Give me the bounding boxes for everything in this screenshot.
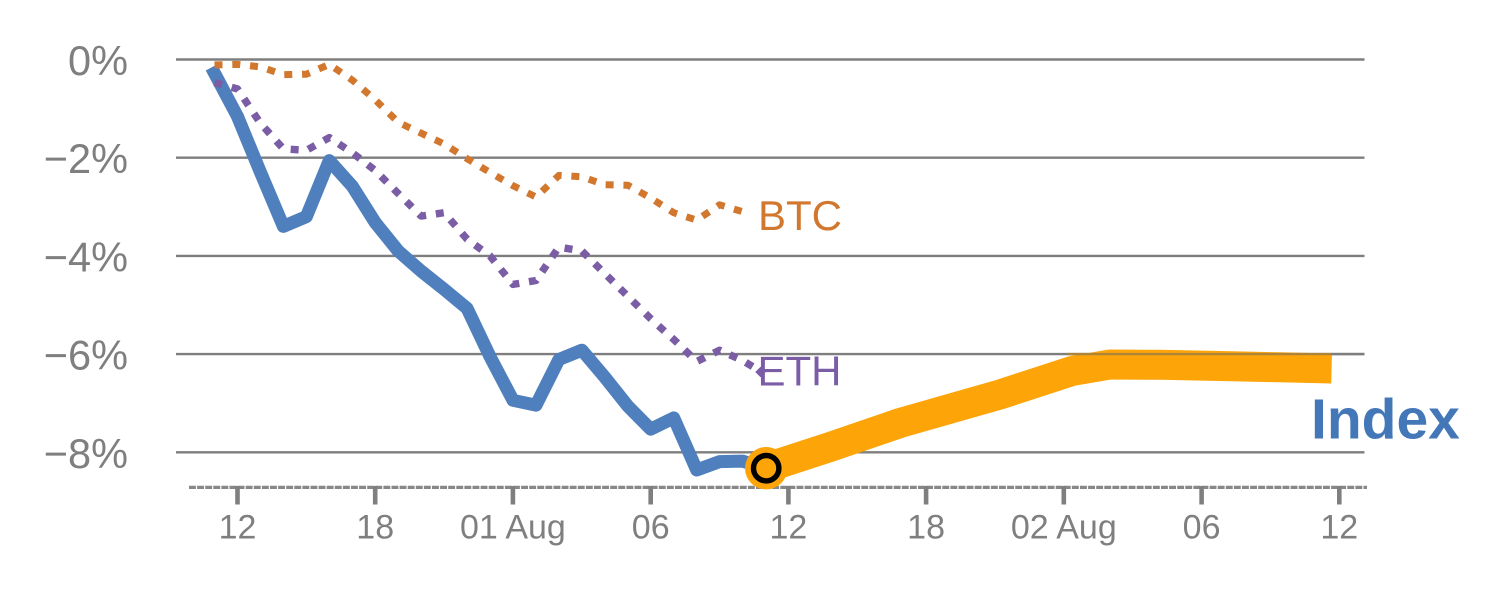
svg-text:18: 18 xyxy=(907,509,945,547)
svg-text:0%: 0% xyxy=(68,37,128,84)
svg-text:−8%: −8% xyxy=(44,430,128,477)
svg-text:01 Aug: 01 Aug xyxy=(460,509,566,547)
svg-text:02 Aug: 02 Aug xyxy=(1011,509,1117,547)
svg-text:12: 12 xyxy=(769,509,807,547)
svg-text:ETH: ETH xyxy=(758,348,842,395)
svg-text:−4%: −4% xyxy=(44,233,128,280)
svg-text:12: 12 xyxy=(219,509,257,547)
svg-text:Index: Index xyxy=(1311,387,1460,451)
svg-text:−2%: −2% xyxy=(44,135,128,182)
svg-text:12: 12 xyxy=(1320,509,1358,547)
svg-text:BTC: BTC xyxy=(758,192,842,239)
svg-text:18: 18 xyxy=(356,509,394,547)
svg-text:06: 06 xyxy=(1183,509,1221,547)
svg-text:06: 06 xyxy=(632,509,670,547)
svg-text:−6%: −6% xyxy=(44,332,128,379)
